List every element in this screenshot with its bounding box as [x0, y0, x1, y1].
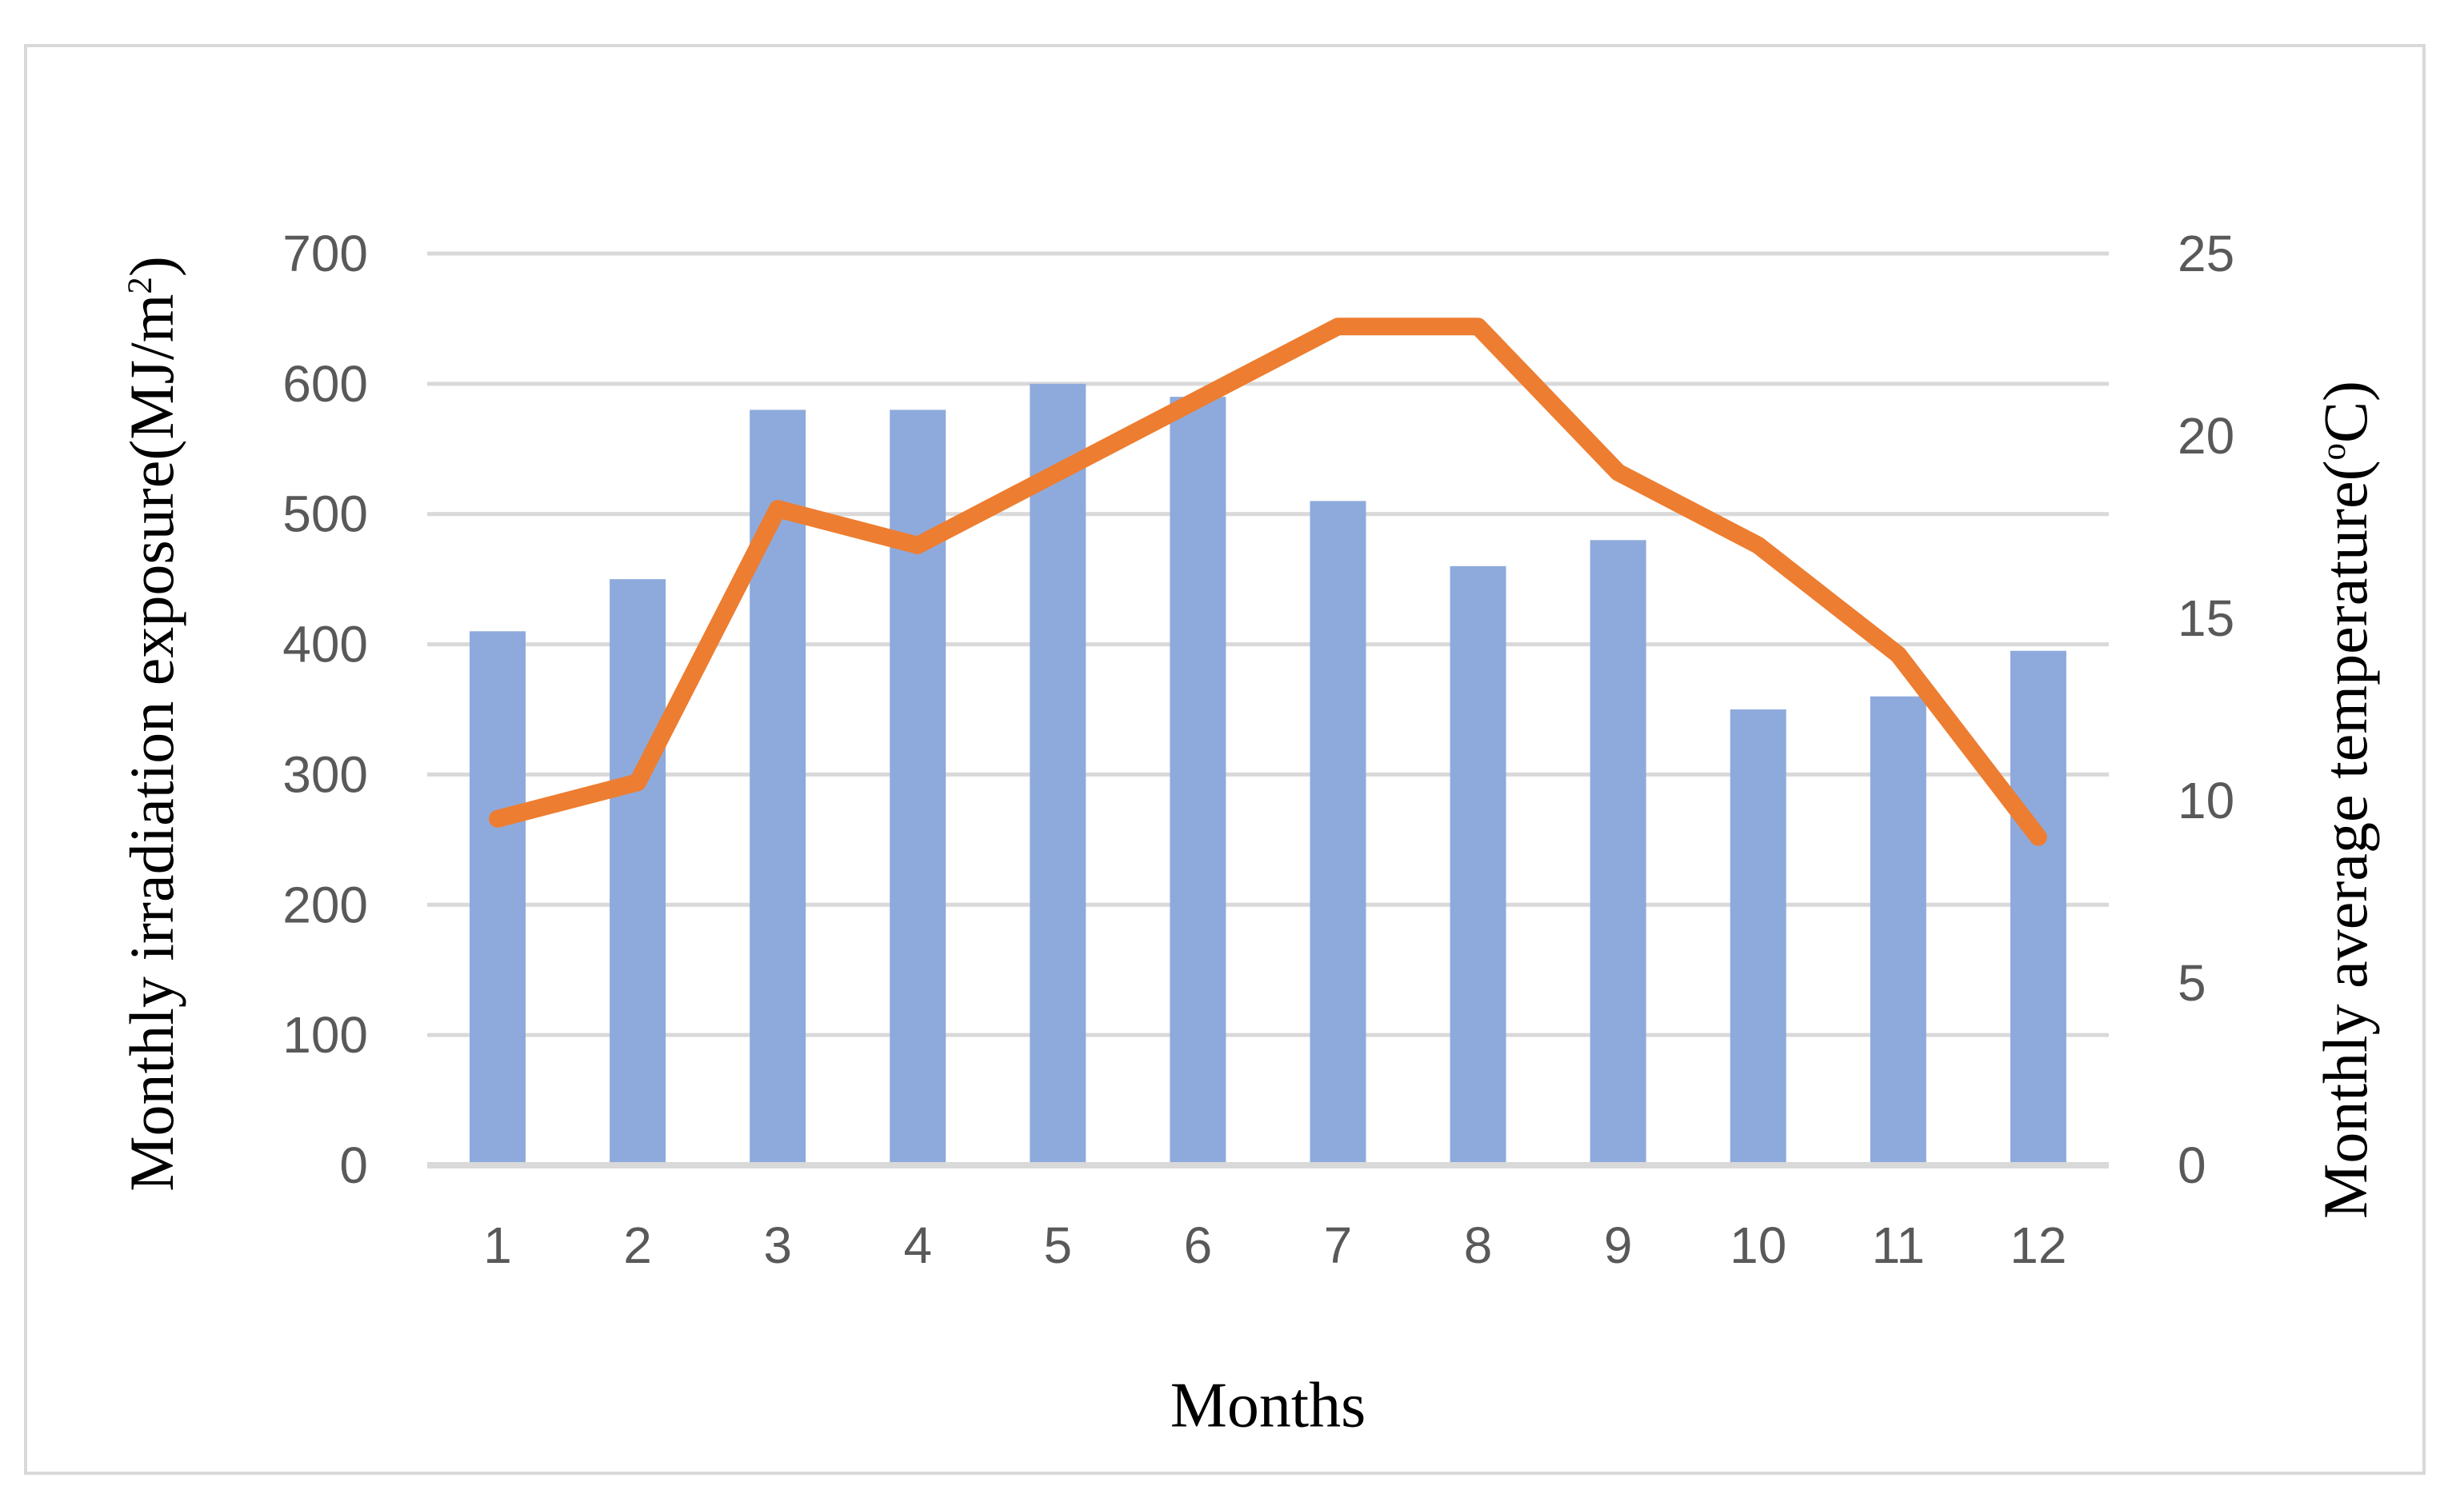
y-axis-title-left-close: ) [117, 256, 186, 278]
x-tick-label-8: 8 [1464, 1216, 1493, 1274]
bar-month-1 [470, 631, 526, 1165]
y-left-tick-label-500: 500 [282, 485, 368, 543]
y-axis-title-right-superscript: o [2315, 442, 2353, 461]
bar-month-4 [890, 409, 946, 1165]
y-axis-title-left-superscript: 2 [122, 277, 159, 294]
x-tick-label-7: 7 [1324, 1216, 1353, 1274]
x-tick-label-9: 9 [1604, 1216, 1633, 1274]
bar-month-6 [1170, 397, 1226, 1166]
y-axis-title-left: Monthly irradiation exposure(MJ/m2) [116, 256, 188, 1192]
y-left-tick-label-300: 300 [282, 745, 368, 803]
bar-month-12 [2010, 650, 2066, 1165]
bar-month-7 [1310, 501, 1366, 1165]
x-tick-label-3: 3 [763, 1216, 792, 1274]
x-tick-label-6: 6 [1184, 1216, 1213, 1274]
y-axis-title-right-close: C) [2310, 380, 2380, 443]
x-tick-label-11: 11 [1872, 1216, 1925, 1274]
bar-month-8 [1450, 565, 1506, 1165]
y-left-tick-label-200: 200 [282, 876, 368, 933]
x-tick-label-12: 12 [2010, 1216, 2066, 1274]
y-left-tick-label-400: 400 [282, 616, 368, 673]
bar-month-10 [1730, 709, 1786, 1165]
y-axis-title-left-text: Monthly irradiation exposure(MJ/m [117, 294, 186, 1192]
x-tick-label-2: 2 [623, 1216, 652, 1274]
bar-month-2 [610, 579, 666, 1165]
y-left-tick-label-0: 0 [339, 1136, 368, 1194]
y-left-tick-label-700: 700 [282, 225, 368, 282]
x-axis-title: Months [1170, 1370, 1366, 1441]
bar-month-5 [1030, 383, 1086, 1165]
y-axis-title-right: Monthly average temperature(oC) [2310, 381, 2382, 1219]
y-right-tick-label-0: 0 [2178, 1136, 2206, 1194]
temperature-line [489, 318, 2047, 846]
y-left-tick-label-100: 100 [282, 1006, 368, 1064]
y-right-tick-label-10: 10 [2178, 772, 2234, 829]
x-tick-label-1: 1 [483, 1216, 512, 1274]
y-right-tick-label-20: 20 [2178, 407, 2234, 465]
bar-month-9 [1590, 540, 1646, 1165]
y-axis-title-right-text: Monthly average temperature( [2310, 460, 2380, 1220]
x-tick-label-10: 10 [1730, 1216, 1786, 1274]
x-tick-label-5: 5 [1044, 1216, 1073, 1274]
bar-month-11 [1870, 696, 1926, 1165]
y-right-tick-label-5: 5 [2178, 954, 2206, 1012]
y-left-tick-label-600: 600 [282, 355, 368, 413]
x-tick-label-4: 4 [903, 1216, 932, 1274]
y-right-tick-label-25: 25 [2178, 225, 2234, 282]
y-right-tick-label-15: 15 [2178, 589, 2234, 647]
